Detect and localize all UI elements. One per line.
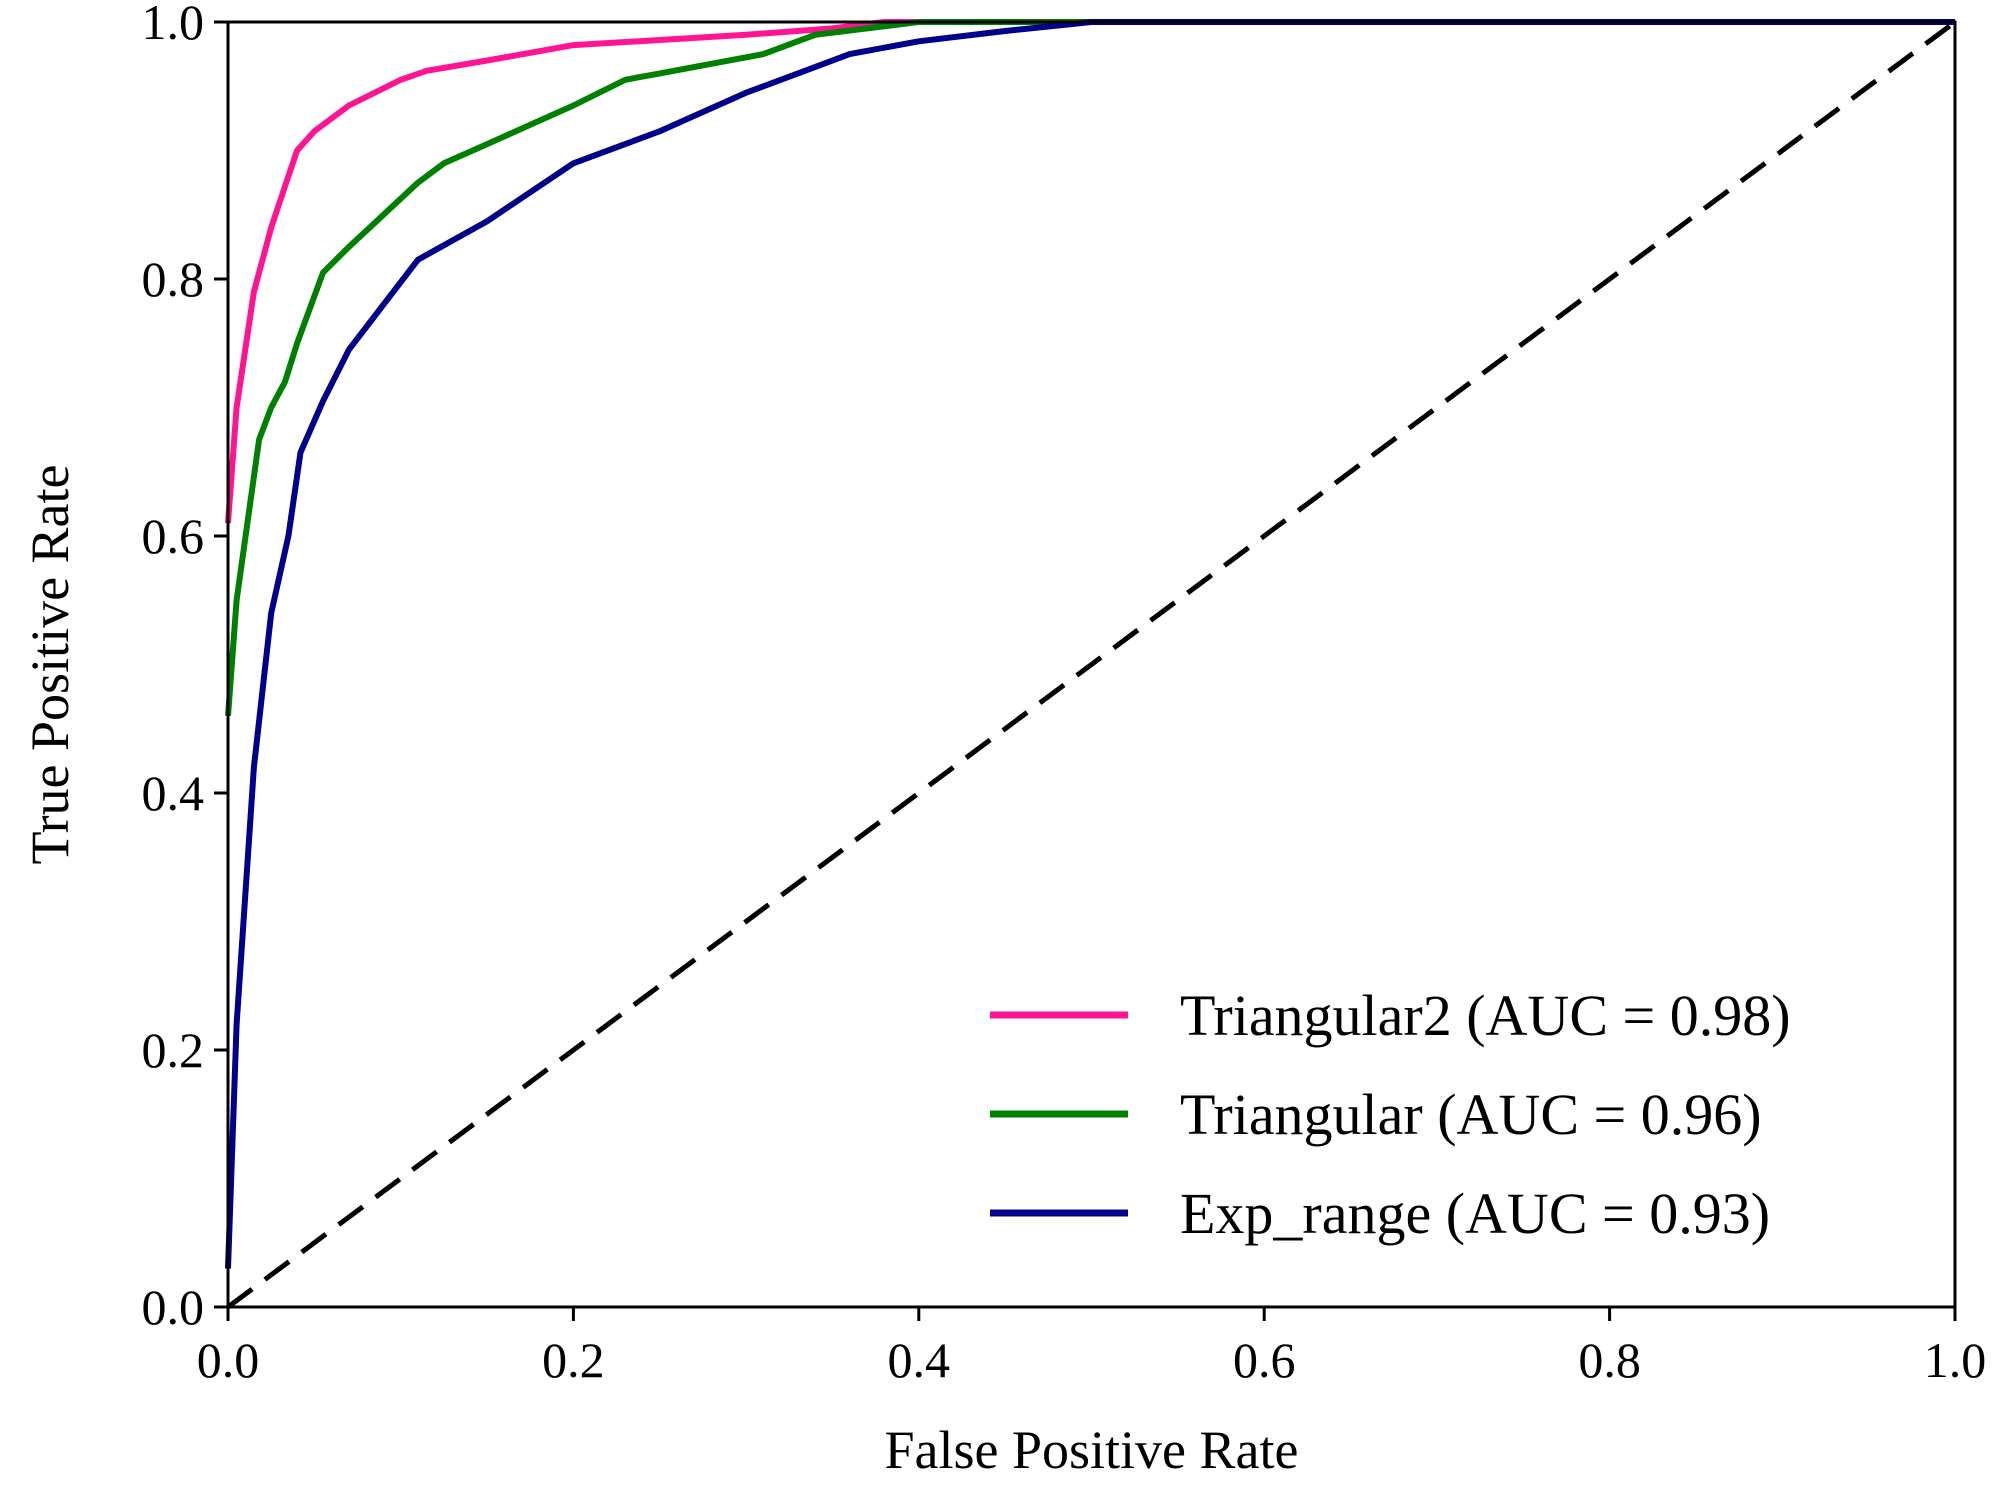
legend-label: Exp_range (AUC = 0.93)	[1180, 1181, 1770, 1246]
roc-curve-1	[225, 19, 1955, 717]
chance-diagonal-line	[226, 19, 1957, 1310]
x-tick-label: 0.0	[197, 1332, 260, 1388]
y-tick-label: 0.4	[142, 765, 205, 821]
x-axis-ticks: 0.0 0.2 0.4 0.6 0.8 1.0	[197, 1307, 1987, 1388]
y-tick-label: 0.2	[142, 1022, 205, 1078]
y-tick-label: 0.0	[142, 1279, 205, 1335]
x-tick-label: 1.0	[1924, 1332, 1987, 1388]
legend: Triangular2 (AUC = 0.98) Triangular (AUC …	[990, 983, 1791, 1246]
y-axis-ticks: 0.0 0.2 0.4 0.6 0.8 1.0	[142, 0, 228, 1335]
legend-label: Triangular2 (AUC = 0.98)	[1180, 983, 1791, 1048]
plot-frame	[226, 20, 1957, 1309]
y-tick-label: 1.0	[142, 0, 205, 50]
x-axis-label: False Positive Rate	[885, 1420, 1299, 1480]
x-tick-label: 0.4	[888, 1332, 951, 1388]
x-tick-label: 0.6	[1233, 1332, 1296, 1388]
y-tick-label: 0.6	[142, 508, 205, 564]
x-tick-label: 0.2	[542, 1332, 605, 1388]
legend-label: Triangular (AUC = 0.96)	[1180, 1082, 1762, 1147]
y-tick-label: 0.8	[142, 251, 205, 307]
y-axis-label: True Positive Rate	[20, 464, 80, 864]
roc-curve-2	[225, 19, 1955, 1269]
x-tick-label: 0.8	[1578, 1332, 1641, 1388]
